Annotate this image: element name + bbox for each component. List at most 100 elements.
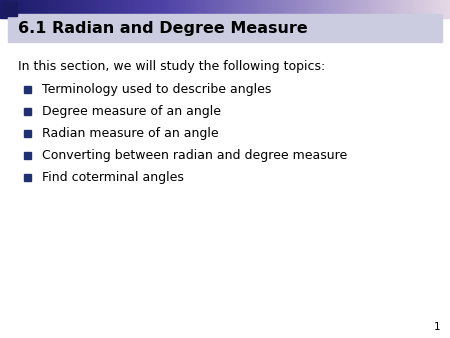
Bar <box>416 0 418 18</box>
Bar <box>212 0 214 18</box>
Bar <box>360 0 362 18</box>
Bar <box>340 0 342 18</box>
Bar <box>115 0 117 18</box>
Bar <box>128 0 130 18</box>
Text: Converting between radian and degree measure: Converting between radian and degree mea… <box>42 148 347 162</box>
Bar <box>92 0 94 18</box>
Bar <box>310 0 313 18</box>
Bar <box>130 0 133 18</box>
Bar <box>202 0 205 18</box>
Bar <box>176 0 178 18</box>
Bar <box>428 0 430 18</box>
Bar <box>320 0 322 18</box>
Bar <box>376 0 378 18</box>
Bar <box>24 129 31 137</box>
Bar <box>218 0 220 18</box>
Bar <box>146 0 148 18</box>
Bar <box>353 0 356 18</box>
Bar <box>418 0 421 18</box>
Bar <box>11 0 13 18</box>
Bar <box>135 0 137 18</box>
Bar <box>83 0 86 18</box>
Bar <box>97 0 99 18</box>
Bar <box>322 0 324 18</box>
Text: Terminology used to describe angles: Terminology used to describe angles <box>42 82 271 96</box>
Bar <box>144 0 146 18</box>
Bar <box>142 0 144 18</box>
Bar <box>331 0 333 18</box>
Bar <box>250 0 252 18</box>
Bar <box>25 0 27 18</box>
Bar <box>364 0 367 18</box>
Bar <box>382 0 385 18</box>
Bar <box>180 0 182 18</box>
Bar <box>20 0 22 18</box>
Bar <box>328 0 331 18</box>
Bar <box>34 0 36 18</box>
Bar <box>446 0 448 18</box>
Text: Degree measure of an angle: Degree measure of an angle <box>42 104 221 118</box>
Bar <box>151 0 153 18</box>
Bar <box>88 0 90 18</box>
Bar <box>86 0 88 18</box>
Text: Radian measure of an angle: Radian measure of an angle <box>42 126 219 140</box>
Bar <box>58 0 61 18</box>
Bar <box>47 0 50 18</box>
Bar <box>315 0 317 18</box>
Bar <box>448 0 450 18</box>
Bar <box>295 0 297 18</box>
Bar <box>274 0 277 18</box>
Bar <box>207 0 209 18</box>
Bar <box>164 0 166 18</box>
Bar <box>191 0 194 18</box>
Bar <box>81 0 83 18</box>
Bar <box>425 0 428 18</box>
Bar <box>270 0 272 18</box>
Bar <box>70 0 72 18</box>
Bar <box>61 0 63 18</box>
Bar <box>124 0 126 18</box>
Bar <box>387 0 389 18</box>
Bar <box>254 0 256 18</box>
Bar <box>367 0 369 18</box>
Bar <box>148 0 151 18</box>
Bar <box>238 0 241 18</box>
Bar <box>232 0 234 18</box>
Bar <box>380 0 382 18</box>
Bar <box>385 0 387 18</box>
Bar <box>308 0 310 18</box>
Bar <box>40 0 43 18</box>
Bar <box>160 0 162 18</box>
Bar <box>178 0 180 18</box>
Bar <box>362 0 364 18</box>
Bar <box>0 0 2 18</box>
Bar <box>43 0 45 18</box>
Text: 6.1 Radian and Degree Measure: 6.1 Radian and Degree Measure <box>18 21 308 35</box>
Bar <box>16 0 18 18</box>
Bar <box>344 0 346 18</box>
Bar <box>29 0 32 18</box>
Text: In this section, we will study the following topics:: In this section, we will study the follo… <box>18 60 325 73</box>
Bar <box>443 0 446 18</box>
Bar <box>68 0 70 18</box>
Bar <box>351 0 353 18</box>
Bar <box>158 0 160 18</box>
Bar <box>398 0 400 18</box>
Bar <box>290 0 292 18</box>
Bar <box>252 0 254 18</box>
Bar <box>335 0 338 18</box>
Bar <box>284 0 286 18</box>
Bar <box>18 0 20 18</box>
Bar <box>108 0 110 18</box>
Bar <box>133 0 135 18</box>
Bar <box>306 0 308 18</box>
Bar <box>76 0 79 18</box>
Bar <box>27 0 29 18</box>
Bar <box>434 0 436 18</box>
Bar <box>333 0 335 18</box>
Text: Find coterminal angles: Find coterminal angles <box>42 170 184 184</box>
Bar <box>263 0 266 18</box>
Bar <box>126 0 128 18</box>
Bar <box>65 0 68 18</box>
Bar <box>162 0 164 18</box>
